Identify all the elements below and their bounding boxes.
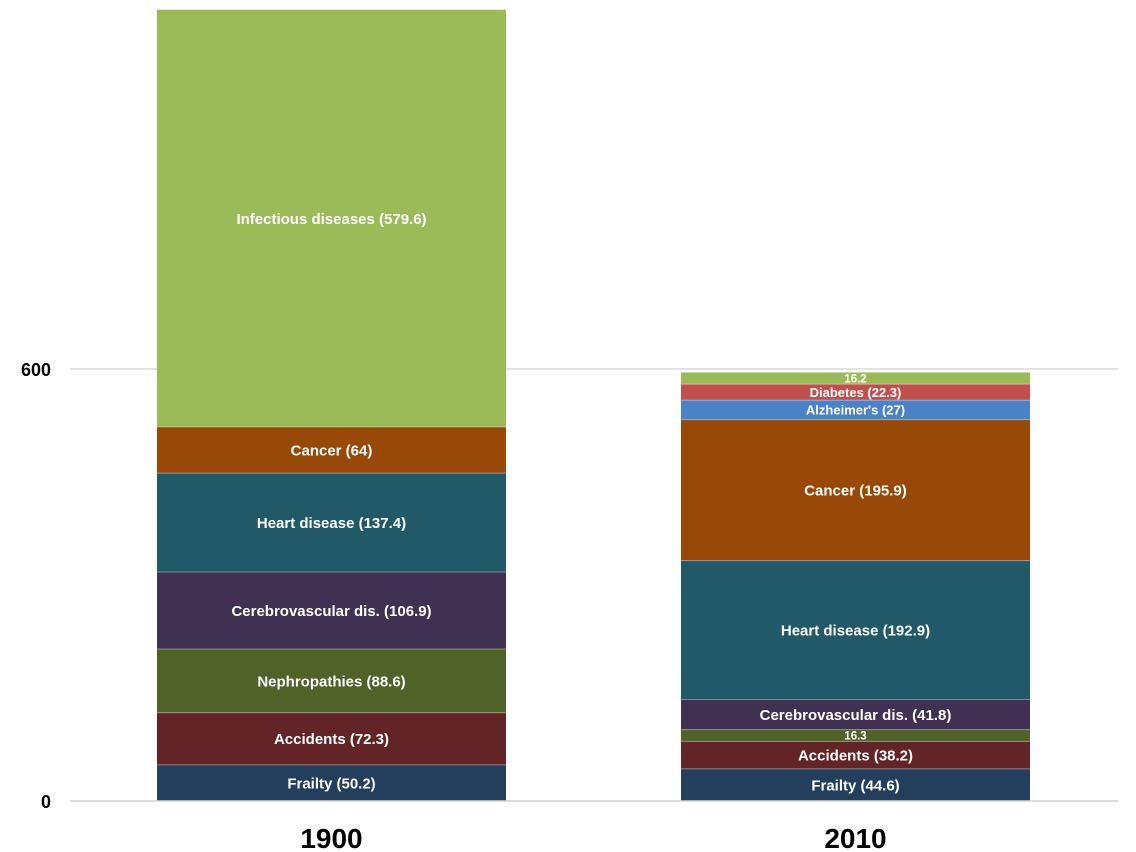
data-label-1900-nephropathies: Nephropathies (88.6) <box>257 673 405 690</box>
segment-2010-16-3 <box>681 729 1030 742</box>
data-label-2010-diabetes: Diabetes (22.3) <box>810 385 902 400</box>
segment-2010-diabetes <box>681 384 1030 401</box>
segment-2010-frailty <box>681 768 1030 801</box>
segment-1900-heart-disease <box>157 473 506 573</box>
y-tick-label-600: 600 <box>21 360 51 380</box>
segment-1900-cerebrovascular-dis <box>157 572 506 650</box>
segment-1900-infectious-diseases <box>157 9 506 428</box>
segment-2010-accidents <box>681 741 1030 769</box>
segment-2010-heart-disease <box>681 560 1030 700</box>
bar-2010: Frailty (44.6) Accidents (38.2) 16.3 Cerebr… <box>681 372 1030 801</box>
segment-1900-cancer <box>157 427 506 474</box>
data-label-2010-accidents: Accidents (38.2) <box>798 748 913 765</box>
segment-1900-nephropathies <box>157 649 506 713</box>
segment-2010-cancer <box>681 419 1030 561</box>
data-label-2010-cerebrovascular-dis: Cerebrovascular dis. (41.8) <box>760 707 952 724</box>
data-label-2010-16-3: 16.3 <box>844 731 866 743</box>
data-label-2010-alzheimer-s: Alzheimer's (27) <box>806 403 905 418</box>
data-label-2010-16-2: 16.2 <box>844 373 866 385</box>
data-label-1900-frailty: Frailty (50.2) <box>287 775 375 792</box>
bar-1900: Frailty (50.2) Accidents (72.3) Nephropath… <box>157 9 506 801</box>
segment-1900-frailty <box>157 764 506 801</box>
y-tick-label-0: 0 <box>41 792 51 812</box>
data-label-1900-accidents: Accidents (72.3) <box>274 731 389 748</box>
segment-2010-16-2 <box>681 372 1030 385</box>
data-label-2010-cancer: Cancer (195.9) <box>804 483 907 500</box>
bars: Frailty (50.2) Accidents (72.3) Nephropath… <box>157 9 1030 801</box>
data-label-1900-heart-disease: Heart disease (137.4) <box>257 515 406 532</box>
data-label-1900-infectious-diseases: Infectious diseases (579.6) <box>236 211 426 228</box>
segment-2010-cerebrovascular-dis <box>681 699 1030 730</box>
data-label-1900-cancer: Cancer (64) <box>291 442 373 459</box>
y-axis: 0 600 <box>21 360 51 812</box>
data-label-2010-frailty: Frailty (44.6) <box>811 777 899 794</box>
data-label-1900-cerebrovascular-dis: Cerebrovascular dis. (106.9) <box>231 603 431 620</box>
segment-2010-alzheimer-s <box>681 400 1030 420</box>
data-label-2010-heart-disease: Heart disease (192.9) <box>781 623 930 640</box>
segment-1900-accidents <box>157 712 506 765</box>
x-tick-label-2010: 2010 <box>824 823 886 852</box>
x-tick-label-1900: 1900 <box>300 823 362 852</box>
x-axis: 1900 2010 <box>70 800 1118 852</box>
